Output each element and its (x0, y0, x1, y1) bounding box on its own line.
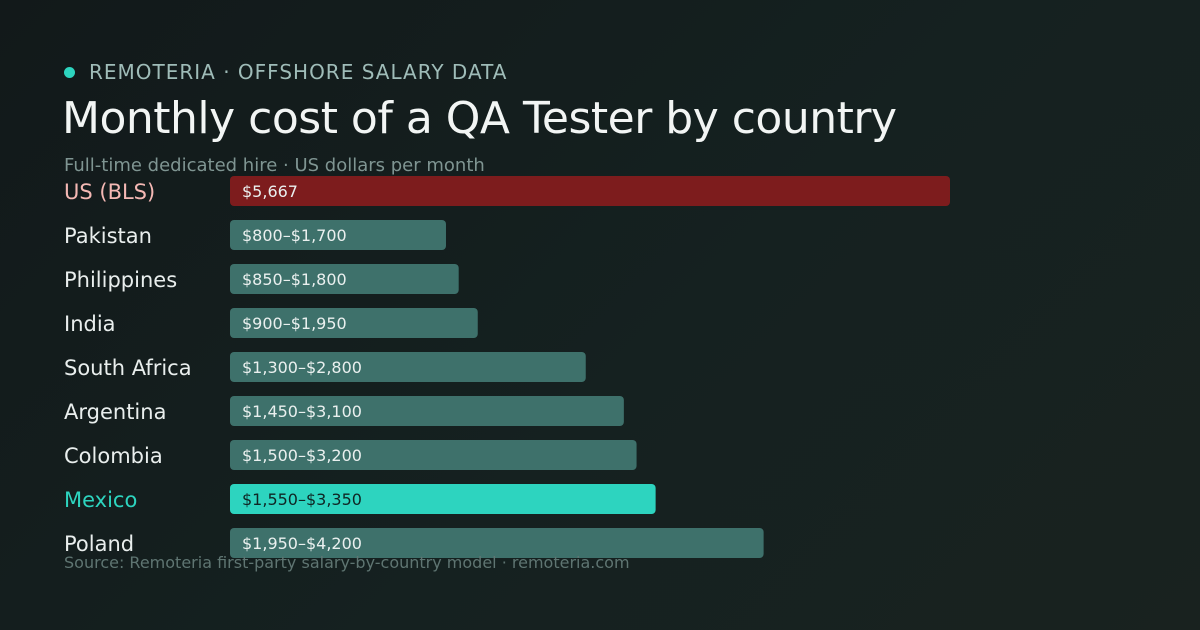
category-label: Poland (64, 532, 134, 556)
category-label: Pakistan (64, 224, 152, 248)
category-label: Colombia (64, 444, 163, 468)
bar-value-label: $800–$1,700 (242, 226, 347, 245)
bar-value-label: $1,950–$4,200 (242, 534, 362, 553)
bar-value-label: $1,500–$3,200 (242, 446, 362, 465)
bar (230, 352, 586, 382)
source-note: Source: Remoteria first-party salary-by-… (64, 553, 630, 572)
bar (230, 176, 950, 206)
bar-value-label: $1,550–$3,350 (242, 490, 362, 509)
bar-value-label: $5,667 (242, 182, 298, 201)
category-label: US (BLS) (64, 180, 155, 204)
brand-line: REMOTERIA · OFFSHORE SALARY DATA (64, 60, 507, 84)
category-label: Argentina (64, 400, 166, 424)
category-label: India (64, 312, 116, 336)
bar (230, 440, 637, 470)
bar-value-label: $850–$1,800 (242, 270, 347, 289)
category-label: Philippines (64, 268, 177, 292)
bar-value-label: $900–$1,950 (242, 314, 347, 333)
category-label: Mexico (64, 488, 137, 512)
bar (230, 528, 764, 558)
bar (230, 484, 656, 514)
bar (230, 220, 446, 250)
bar-value-label: $1,450–$3,100 (242, 402, 362, 421)
chart-subtitle: Full-time dedicated hire · US dollars pe… (64, 155, 485, 176)
brand-label: REMOTERIA · OFFSHORE SALARY DATA (89, 60, 508, 84)
bar-value-label: $1,300–$2,800 (242, 358, 362, 377)
bar (230, 308, 478, 338)
brand-dot-icon (64, 66, 75, 78)
category-label: South Africa (64, 356, 192, 380)
bar (230, 264, 459, 294)
bar (230, 396, 624, 426)
chart-title: Monthly cost of a QA Tester by country (62, 93, 897, 144)
